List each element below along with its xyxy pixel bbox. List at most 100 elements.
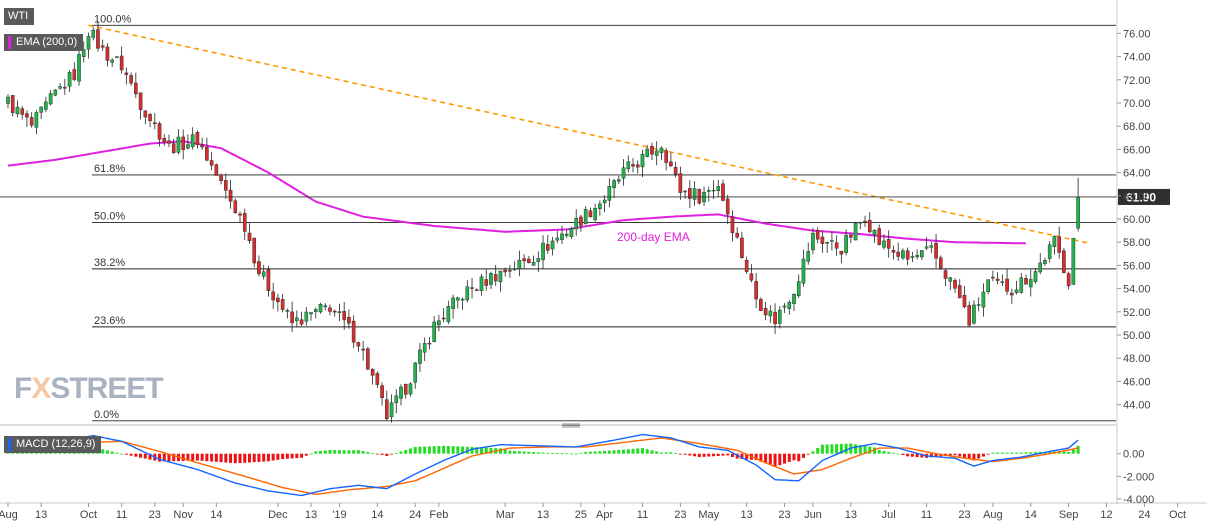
symbol-badge[interactable]: WTI (4, 8, 35, 25)
macd-histogram-bar (337, 450, 341, 454)
last-price-label: 61.90 (1126, 190, 1156, 204)
macd-histogram-bar (6, 452, 10, 454)
macd-histogram-bar (655, 451, 659, 454)
macd-histogram-bar (229, 453, 233, 463)
candle-body (276, 297, 280, 303)
candle-body (635, 164, 640, 168)
candle-body (266, 269, 271, 291)
macd-axis-label: -4.000 (1123, 494, 1154, 506)
candle-body (508, 270, 512, 272)
macd-histogram-bar (693, 453, 697, 457)
candle-body (631, 164, 635, 167)
macd-histogram-bar (640, 448, 644, 454)
time-axis-label: Dec (268, 509, 288, 521)
candle-body (427, 342, 432, 345)
macd-histogram-bar (461, 446, 465, 454)
macd-histogram-bar (659, 452, 663, 454)
macd-histogram-bar (503, 449, 507, 454)
macd-histogram-bar (863, 445, 867, 454)
macd-histogram-bar (158, 453, 162, 462)
time-axis-label: 23 (778, 509, 790, 521)
macd-histogram-bar (787, 453, 791, 462)
macd-histogram-bar (735, 453, 739, 459)
candle-body (110, 59, 114, 63)
macd-histogram-bar (593, 451, 597, 454)
macd-histogram-bar (110, 451, 114, 454)
macd-histogram-bar (1029, 452, 1033, 454)
fibonacci-level-label: 100.0% (94, 13, 132, 25)
fibonacci-level-label: 23.6% (94, 315, 125, 327)
ema-indicator-badge[interactable]: EMA (200,0) (4, 34, 84, 51)
candle-body (15, 106, 20, 115)
candle-body (29, 117, 34, 126)
candle-body (25, 113, 29, 118)
candle-body (503, 269, 507, 273)
macd-histogram-bar (233, 453, 237, 464)
macd-histogram-bar (390, 453, 394, 455)
macd-histogram-bar (129, 453, 133, 456)
candle-body (58, 86, 62, 89)
candle-body (901, 250, 905, 259)
macd-indicator-badge[interactable]: MACD (12,26,9) (4, 436, 102, 453)
macd-histogram-bar (873, 447, 877, 454)
candle-body (186, 144, 190, 149)
candle-body (920, 250, 924, 258)
candle-body (711, 189, 716, 192)
macd-histogram-bar (650, 450, 654, 454)
candle-body (143, 110, 148, 118)
candle-body (811, 232, 815, 251)
macd-histogram-bar (423, 446, 427, 454)
macd-histogram-bar (674, 453, 678, 454)
macd-histogram-bar (716, 453, 720, 456)
macd-histogram-bar (347, 450, 351, 454)
macd-histogram-bar (532, 452, 536, 454)
price-axis-label: 66.00 (1123, 144, 1151, 156)
macd-histogram-bar (408, 448, 412, 454)
macd-histogram-bar (167, 453, 171, 462)
candle-body (522, 258, 526, 262)
candle-body (612, 180, 616, 189)
macd-histogram-bar (342, 450, 346, 454)
candle-body (479, 276, 484, 291)
time-axis-label: 25 (575, 509, 587, 521)
macd-histogram-bar (996, 452, 1000, 454)
candle-body (152, 122, 157, 124)
candle-body (63, 86, 67, 89)
macd-histogram-bar (219, 453, 223, 463)
candle-body (474, 289, 479, 291)
macd-histogram-bar (877, 450, 881, 454)
macd-indicator-label: MACD (12,26,9) (16, 438, 96, 450)
candle-body (512, 268, 517, 271)
candle-body (815, 230, 820, 240)
macd-histogram-bar (247, 453, 251, 463)
macd-histogram-bar (352, 450, 356, 454)
candle-body (72, 69, 77, 80)
price-axis-label: 62.00 (1123, 191, 1151, 203)
macd-histogram-bar (105, 450, 109, 454)
price-axis-label: 52.00 (1123, 307, 1151, 319)
candle-body (692, 188, 697, 200)
candle-body (583, 209, 588, 225)
candle-body (754, 281, 758, 300)
candle-body (640, 153, 645, 168)
fxstreet-watermark: FXSTREET (14, 372, 164, 405)
macd-histogram-bar (115, 452, 119, 454)
price-axis-label: 50.00 (1123, 330, 1151, 342)
candle-body (181, 136, 185, 150)
candle-body (205, 146, 209, 161)
candle-body (796, 281, 801, 296)
macd-histogram-bar (527, 451, 531, 454)
macd-histogram-bar (210, 453, 214, 462)
macd-histogram-bar (252, 453, 256, 463)
candle-body (1047, 244, 1052, 259)
macd-color-swatch (8, 438, 11, 451)
candle-body (413, 362, 418, 383)
macd-histogram-bar (271, 453, 275, 461)
macd-histogram-bar (536, 452, 540, 454)
candle-body (6, 96, 10, 104)
candle-body (261, 271, 266, 277)
candle-body (356, 342, 361, 347)
macd-histogram-bar (683, 453, 687, 455)
candle-body (607, 186, 612, 201)
